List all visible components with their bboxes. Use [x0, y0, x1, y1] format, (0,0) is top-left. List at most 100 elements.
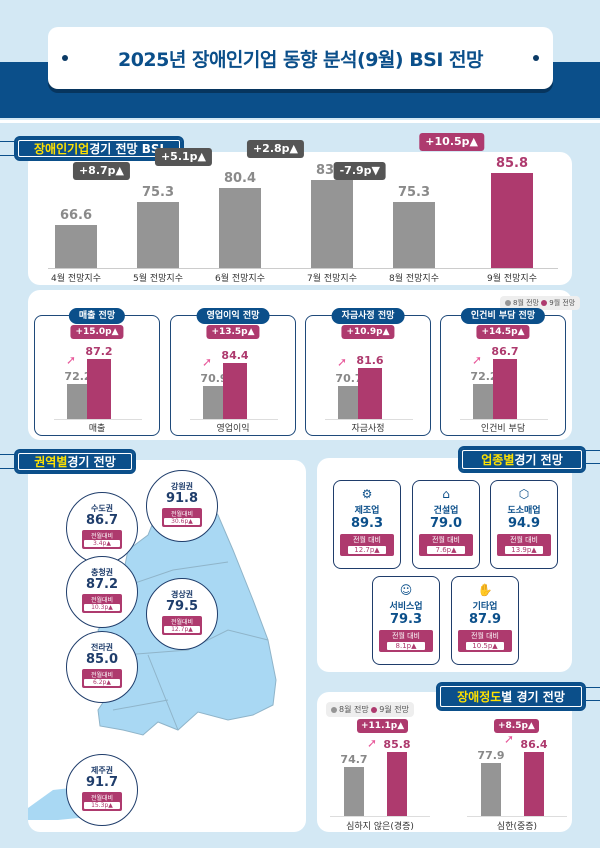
hand-icon: ✋: [477, 583, 493, 597]
item-value-label: 70.9: [200, 371, 228, 385]
legend: 8월 전망 9월 전망: [500, 296, 581, 310]
legend-pink-dot: [541, 300, 548, 306]
industry-value: 79.3: [389, 612, 423, 627]
region-name: 제주권: [90, 766, 114, 775]
title-card: 2025년 장애인기업 동향 분석(9월) BSI 전망: [48, 27, 553, 89]
disability-bar: [344, 767, 364, 816]
bsi-change-badge: -7.9p▼: [333, 161, 386, 180]
region-circle: 수도권 86.7 전월대비 3.4p▲: [66, 492, 138, 564]
region-name: 충청권: [90, 568, 114, 577]
trend-arrow-icon: ➚: [202, 354, 213, 369]
title-highlight: 장애정도: [457, 690, 502, 704]
disability-value-label: 85.8: [383, 738, 411, 752]
smile-icon: ☺: [399, 583, 413, 597]
bsi-change-badge: +2.8p▲: [246, 140, 304, 159]
diff-label: 전월 대비: [353, 536, 381, 544]
disability-bar: [524, 751, 544, 816]
industry-change-box: 전월 대비 13.9p▲: [497, 534, 551, 556]
region-value: 91.8: [165, 491, 199, 506]
item-x-label: 자금사정: [351, 424, 385, 434]
legend-gray-dot: [505, 300, 511, 306]
industry-card: ☺ 서비스업 79.3 전월 대비 8.1p▲: [372, 576, 440, 665]
industry-change: 7.6p▲: [427, 546, 465, 554]
item-change-badge: +15.0p▲: [70, 325, 124, 339]
bsi-value-label: 85.8: [495, 156, 529, 172]
diff-label: 전월 대비: [471, 632, 499, 640]
diff-label: 전월대비: [90, 597, 114, 604]
region-circle: 제주권 91.7 전월대비 15.3p▲: [66, 754, 138, 826]
item-value-label: 72.2: [470, 369, 498, 383]
region-change-box: 전월대비 12.7p▲: [162, 616, 202, 635]
item-bar: [473, 383, 495, 419]
region-change-box: 전월대비 15.3p▲: [82, 792, 122, 811]
item-axis: [460, 419, 548, 420]
title-rest: 별 경기 전망: [501, 690, 565, 704]
bsi-bar: [491, 173, 533, 268]
disability-bar: [481, 763, 501, 816]
bsi-x-label: 6월 전망지수: [215, 274, 265, 284]
region-circle: 강원권 91.8 전월대비 30.6p▲: [146, 470, 218, 542]
industry-change: 12.7p▲: [348, 546, 386, 554]
industry-card: ✋ 기타업 87.9 전월 대비 10.5p▲: [451, 576, 519, 665]
disability-value-label: 77.9: [477, 749, 505, 763]
region-name: 강원권: [170, 482, 194, 491]
legend-sep: 9월 전망: [379, 705, 409, 714]
region-change-box: 전월대비 30.6p▲: [162, 508, 202, 527]
region-change: 30.6p▲: [164, 518, 200, 525]
bsi-x-label: 9월 전망지수: [487, 274, 537, 284]
item-bar: [493, 359, 517, 419]
item-value-label: 84.4: [221, 349, 249, 363]
industry-name: 기타업: [472, 602, 498, 612]
legend-sep: 9월 전망: [549, 299, 576, 307]
region-name: 전라권: [90, 643, 114, 652]
industry-value: 94.9: [507, 516, 541, 531]
industry-change-box: 전월 대비 12.7p▲: [340, 534, 394, 556]
diff-label: 전월대비: [170, 619, 194, 626]
title-rest: 경기 전망: [67, 455, 116, 469]
region-change: 6.2p▲: [84, 679, 120, 686]
item-bar: [223, 363, 247, 419]
title-highlight: 권역별: [34, 455, 68, 469]
title-rest: 경기 전망: [514, 453, 563, 467]
bsi-change-badge: +10.5p▲: [419, 133, 484, 152]
diff-label: 전월 대비: [510, 536, 538, 544]
gear-icon: ⚙: [361, 487, 373, 501]
bsi-bar: [219, 187, 261, 268]
tab-line: [585, 463, 600, 464]
item-card-title: 매출 전망: [68, 308, 126, 324]
region-value: 87.2: [85, 577, 119, 592]
industry-card: ⬡ 도소매업 94.9 전월 대비 13.9p▲: [490, 480, 558, 569]
legend: 8월 전망 9월 전망: [326, 702, 414, 717]
region-name: 수도권: [90, 504, 114, 513]
disability-x-label: 심한(중증): [496, 822, 538, 832]
tab-line: [0, 454, 20, 455]
tab-line: [585, 700, 600, 701]
region-circle: 전라권 85.0 전월대비 6.2p▲: [66, 631, 138, 703]
package-icon: ⬡: [518, 487, 530, 501]
disability-axis: [330, 816, 430, 817]
disability-change-badge: +11.1p▲: [357, 719, 409, 734]
item-value-label: 72.2: [64, 369, 92, 383]
bsi-change-badge: +5.1p▲: [154, 147, 212, 166]
region-value: 86.7: [85, 513, 119, 528]
industry-change: 8.1p▲: [387, 642, 425, 650]
industry-name: 건설업: [433, 506, 459, 516]
trend-arrow-icon: ➚: [367, 736, 378, 751]
industry-change: 10.5p▲: [466, 642, 504, 650]
bsi-bar: [137, 201, 179, 268]
item-bar: [203, 385, 225, 419]
item-x-label: 인건비 부담: [480, 424, 526, 434]
industry-value: 89.3: [350, 516, 384, 531]
bsi-axis: [48, 268, 558, 269]
industry-card: ⌂ 건설업 79.0 전월 대비 7.6p▲: [412, 480, 480, 569]
industry-change-box: 전월 대비 8.1p▲: [379, 630, 433, 652]
legend-aug: 8월 전망: [513, 299, 539, 307]
tab-line: [585, 687, 600, 688]
item-card-title: 인건비 부담 전망: [460, 308, 546, 324]
bullet-dot: [62, 55, 68, 61]
trend-arrow-icon: ➚: [504, 732, 515, 747]
bullet-dot: [533, 55, 539, 61]
diff-label: 전월 대비: [392, 632, 420, 640]
industry-name: 서비스업: [389, 602, 423, 612]
bsi-bar: [311, 180, 353, 268]
